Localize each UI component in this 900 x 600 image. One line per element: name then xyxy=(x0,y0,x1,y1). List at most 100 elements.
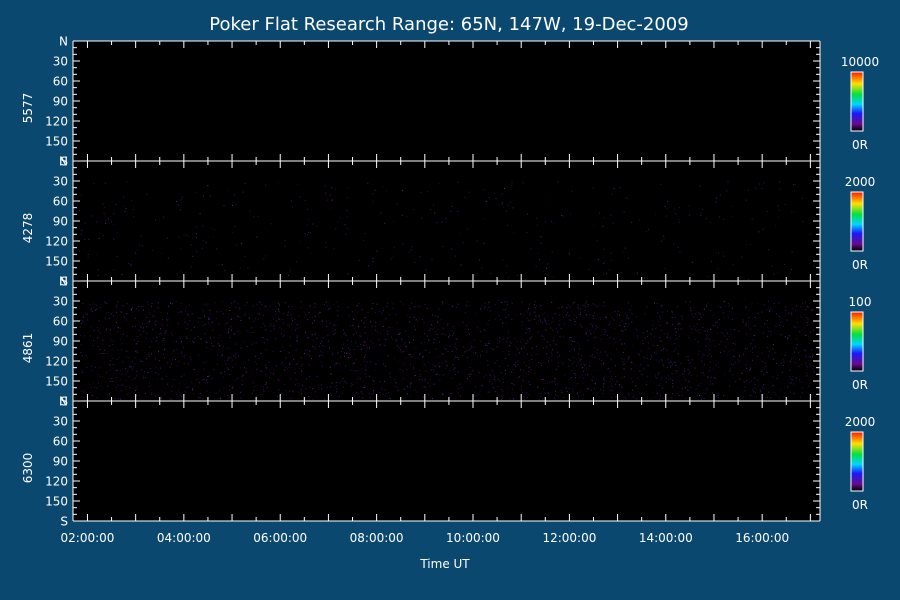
intensity-pixel xyxy=(762,385,764,387)
intensity-pixel xyxy=(402,378,404,380)
intensity-pixel xyxy=(162,353,164,355)
intensity-pixel xyxy=(173,379,175,381)
intensity-pixel xyxy=(167,383,169,385)
intensity-pixel xyxy=(294,318,296,320)
intensity-pixel xyxy=(210,337,212,339)
intensity-pixel xyxy=(162,319,164,321)
intensity-pixel xyxy=(750,243,752,245)
intensity-pixel xyxy=(540,236,542,238)
intensity-pixel xyxy=(603,274,605,275)
intensity-pixel xyxy=(348,314,350,316)
intensity-pixel xyxy=(250,332,252,334)
intensity-pixel xyxy=(473,346,475,348)
intensity-pixel xyxy=(650,398,652,400)
intensity-pixel xyxy=(126,319,128,321)
intensity-pixel xyxy=(667,367,669,369)
intensity-pixel xyxy=(211,345,213,347)
intensity-pixel xyxy=(125,379,127,381)
intensity-pixel xyxy=(233,194,235,196)
intensity-pixel xyxy=(651,356,653,358)
intensity-pixel xyxy=(80,194,82,196)
intensity-pixel xyxy=(537,386,539,388)
intensity-pixel xyxy=(95,221,97,223)
intensity-pixel xyxy=(494,379,496,380)
intensity-pixel xyxy=(718,366,720,368)
intensity-pixel xyxy=(232,366,234,368)
y-tick-label: N xyxy=(59,35,68,49)
intensity-pixel xyxy=(304,349,306,351)
intensity-pixel xyxy=(594,356,596,358)
intensity-pixel xyxy=(588,330,590,332)
intensity-pixel xyxy=(667,201,669,203)
intensity-pixel xyxy=(409,378,411,380)
intensity-pixel xyxy=(321,365,323,367)
intensity-pixel xyxy=(240,267,241,269)
intensity-pixel xyxy=(146,193,148,195)
y-tick-label: 150 xyxy=(45,375,68,389)
intensity-pixel xyxy=(414,317,416,319)
intensity-pixel xyxy=(685,301,687,303)
intensity-pixel xyxy=(124,368,126,370)
intensity-pixel xyxy=(206,390,208,392)
intensity-pixel xyxy=(784,204,786,205)
intensity-pixel xyxy=(772,376,774,378)
intensity-pixel xyxy=(148,353,150,355)
intensity-pixel xyxy=(234,301,236,303)
intensity-pixel xyxy=(541,364,542,366)
intensity-pixel xyxy=(706,305,708,307)
y-tick-label: S xyxy=(60,155,68,169)
intensity-pixel xyxy=(621,386,623,388)
intensity-pixel xyxy=(746,380,747,382)
intensity-pixel xyxy=(364,385,366,387)
intensity-pixel xyxy=(130,398,132,400)
intensity-pixel xyxy=(280,364,282,366)
intensity-pixel xyxy=(318,356,320,358)
intensity-pixel xyxy=(212,329,214,331)
intensity-pixel xyxy=(423,322,425,324)
intensity-pixel xyxy=(451,377,453,379)
intensity-pixel xyxy=(172,303,174,305)
intensity-pixel xyxy=(242,379,244,381)
intensity-pixel xyxy=(337,315,339,317)
intensity-pixel xyxy=(202,239,204,241)
intensity-pixel xyxy=(810,340,812,342)
intensity-pixel xyxy=(492,369,494,371)
intensity-pixel xyxy=(203,195,204,197)
intensity-pixel xyxy=(141,306,143,307)
intensity-pixel xyxy=(625,398,627,400)
intensity-pixel xyxy=(520,388,522,390)
intensity-pixel xyxy=(192,388,194,389)
intensity-pixel xyxy=(208,374,210,376)
intensity-pixel xyxy=(146,326,148,328)
intensity-pixel xyxy=(321,361,323,363)
intensity-pixel xyxy=(813,265,815,267)
intensity-pixel xyxy=(754,392,756,394)
intensity-pixel xyxy=(502,391,504,393)
intensity-pixel xyxy=(610,353,612,355)
intensity-pixel xyxy=(531,359,533,360)
intensity-pixel xyxy=(631,221,633,223)
intensity-pixel xyxy=(667,334,669,336)
intensity-pixel xyxy=(588,323,590,325)
x-axis: 02:00:00 04:00:00 06:00:00 08:00:00 10:00:00… xyxy=(61,531,790,545)
intensity-pixel xyxy=(492,386,494,388)
intensity-pixel xyxy=(415,346,417,348)
intensity-pixel xyxy=(696,395,698,397)
intensity-pixel xyxy=(644,337,646,339)
intensity-pixel xyxy=(748,278,749,280)
intensity-pixel xyxy=(527,340,528,342)
intensity-pixel xyxy=(662,364,664,366)
intensity-pixel xyxy=(397,390,399,391)
intensity-pixel xyxy=(278,319,280,320)
intensity-pixel xyxy=(292,391,294,393)
intensity-pixel xyxy=(414,329,416,331)
intensity-pixel xyxy=(587,374,589,376)
intensity-pixel xyxy=(424,333,425,334)
intensity-pixel xyxy=(130,263,132,265)
intensity-pixel xyxy=(734,343,736,345)
intensity-pixel xyxy=(443,333,445,334)
intensity-pixel xyxy=(295,364,297,365)
intensity-pixel xyxy=(789,360,791,362)
intensity-pixel xyxy=(213,368,215,370)
intensity-pixel xyxy=(456,306,458,308)
